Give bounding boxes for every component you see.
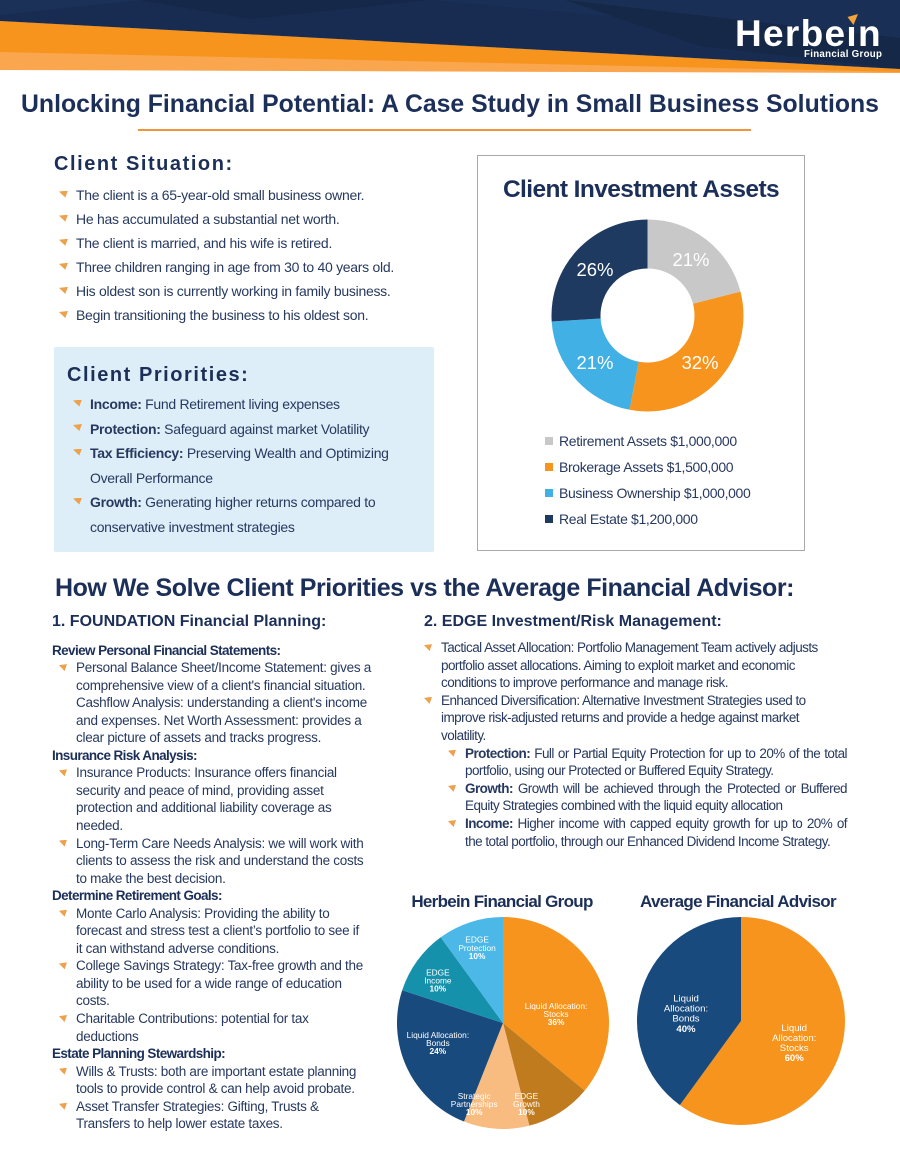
svg-text:Brokerage Assets $1,500,000: Brokerage Assets $1,500,000 xyxy=(559,459,734,475)
svg-text:Financial Group: Financial Group xyxy=(804,49,882,60)
svg-text:Partnerships: Partnerships xyxy=(451,1099,498,1109)
svg-text:Liquid Allocation:: Liquid Allocation: xyxy=(525,1001,588,1011)
svg-text:10%: 10% xyxy=(430,984,447,994)
svg-text:Protection: Protection xyxy=(458,943,496,953)
svg-text:Retirement Assets $1,000,000: Retirement Assets $1,000,000 xyxy=(559,433,737,449)
svg-text:Strategic: Strategic xyxy=(458,1091,491,1101)
svg-text:24%: 24% xyxy=(430,1046,447,1056)
svg-text:Real Estate $1,200,000: Real Estate $1,200,000 xyxy=(559,511,698,527)
svg-text:Liquid: Liquid xyxy=(673,993,699,1004)
svg-text:10%: 10% xyxy=(518,1107,535,1117)
svg-text:36%: 36% xyxy=(548,1017,565,1027)
svg-text:10%: 10% xyxy=(469,951,486,961)
svg-text:32%: 32% xyxy=(681,352,718,373)
svg-text:Business Ownership $1,000,000: Business Ownership $1,000,000 xyxy=(559,485,751,501)
svg-text:21%: 21% xyxy=(576,352,613,373)
svg-text:26%: 26% xyxy=(576,259,613,280)
svg-text:Bonds: Bonds xyxy=(672,1014,699,1025)
svg-text:Bonds: Bonds xyxy=(426,1038,450,1048)
svg-text:Liquid Allocation:: Liquid Allocation: xyxy=(407,1030,470,1040)
svg-text:60%: 60% xyxy=(785,1053,805,1064)
svg-text:Liquid: Liquid xyxy=(781,1023,807,1034)
svg-text:10%: 10% xyxy=(466,1107,483,1117)
svg-text:Stocks: Stocks xyxy=(544,1009,569,1019)
svg-text:Allocation:: Allocation: xyxy=(772,1033,816,1044)
svg-text:40%: 40% xyxy=(676,1024,696,1035)
svg-text:Stocks: Stocks xyxy=(780,1043,809,1054)
svg-text:21%: 21% xyxy=(672,249,709,270)
svg-text:Income: Income xyxy=(424,976,452,986)
svg-text:Herbein: Herbein xyxy=(735,13,882,54)
svg-text:EDGE: EDGE xyxy=(426,968,450,978)
svg-text:Allocation:: Allocation: xyxy=(664,1004,708,1015)
svg-text:EDGE: EDGE xyxy=(465,935,489,945)
svg-text:Growth: Growth xyxy=(513,1099,540,1109)
svg-text:EDGE: EDGE xyxy=(515,1091,539,1101)
